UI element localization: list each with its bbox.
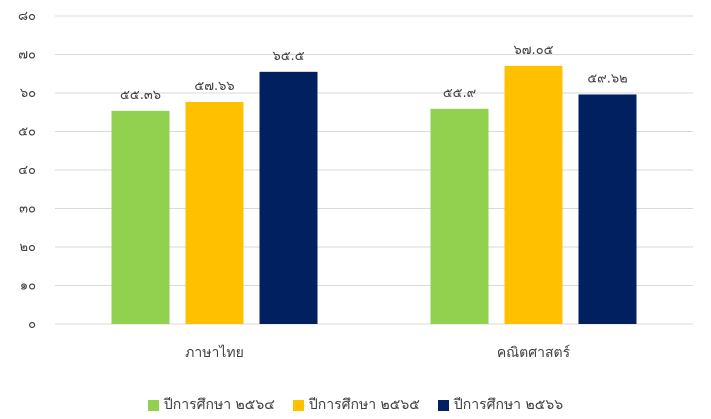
- y-tick-label: ๘๐: [18, 9, 36, 24]
- data-label: ๖๗.๐๕: [514, 43, 554, 58]
- legend-swatch: [437, 399, 449, 411]
- data-label: ๖๕.๕: [272, 49, 304, 64]
- y-tick-label: ๐: [28, 317, 36, 332]
- y-tick-label: ๓๐: [19, 202, 36, 217]
- bar: [259, 71, 318, 324]
- data-label: ๕๙.๖๒: [587, 71, 627, 86]
- data-label: ๕๗.๖๖: [194, 79, 234, 94]
- y-tick-label: ๑๐: [20, 279, 36, 294]
- y-tick-label: ๖๐: [20, 86, 36, 101]
- bar: [111, 110, 170, 324]
- legend-swatch: [292, 399, 304, 411]
- legend-label: ปีการศึกษา ๒๕๖๖: [453, 397, 564, 413]
- bar: [185, 102, 244, 324]
- y-tick-label: ๒๐: [19, 240, 36, 255]
- data-label: ๕๕.๙: [443, 86, 476, 101]
- legend-label: ปีการศึกษา ๒๕๖๕: [308, 397, 420, 413]
- legend-item: ปีการศึกษา ๒๕๖๕: [292, 394, 420, 416]
- data-label: ๕๕.๓๖: [120, 88, 161, 103]
- x-category-label: ภาษาไทย: [185, 344, 244, 361]
- bar: [578, 94, 637, 324]
- legend: ปีการศึกษา ๒๕๖๔ ปีการศึกษา ๒๕๖๕ ปีการศึกษา…: [0, 394, 711, 416]
- bar: [430, 108, 489, 324]
- bar: [504, 65, 563, 325]
- y-tick-label: ๔๐: [18, 163, 36, 178]
- legend-swatch: [147, 399, 159, 411]
- legend-item: ปีการศึกษา ๒๕๖๖: [437, 394, 564, 416]
- y-tick-label: ๕๐: [18, 125, 36, 140]
- legend-item: ปีการศึกษา ๒๕๖๔: [147, 394, 275, 416]
- y-tick-label: ๗๐: [18, 48, 36, 63]
- x-category-label: คณิตศาสตร์: [497, 344, 571, 361]
- legend-label: ปีการศึกษา ๒๕๖๔: [163, 397, 275, 413]
